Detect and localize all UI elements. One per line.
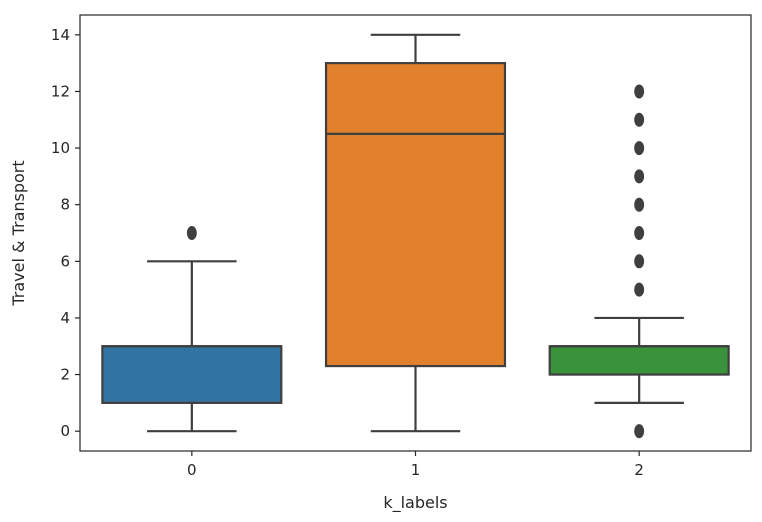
outlier-point <box>634 141 645 156</box>
y-tick-label: 12 <box>51 82 70 100</box>
box-group-0 <box>101 226 283 433</box>
x-tick-label: 1 <box>411 461 421 479</box>
boxes-layer <box>101 33 730 439</box>
box-iqr <box>548 345 730 376</box>
x-axis-label: k_labels <box>383 493 447 513</box>
outlier-point <box>634 282 645 297</box>
y-axis: 0 2 4 6 8 10 12 14 <box>51 26 80 440</box>
y-tick-label: 8 <box>60 196 70 214</box>
box-iqr <box>324 62 507 368</box>
box-iqr <box>101 345 283 404</box>
outlier-point <box>634 169 645 184</box>
y-tick-label: 14 <box>51 26 70 44</box>
y-tick-label: 4 <box>60 309 70 327</box>
x-axis: 0 1 2 <box>187 451 644 479</box>
y-tick-label: 10 <box>51 139 70 157</box>
y-axis-label: Travel & Transport <box>9 160 28 306</box>
outlier-point <box>634 254 645 269</box>
y-tick-label: 0 <box>60 422 70 440</box>
outlier-point <box>634 197 645 212</box>
outlier-point <box>634 226 645 240</box>
x-tick-label: 2 <box>634 461 644 479</box>
outlier-point <box>634 84 645 99</box>
x-tick-label: 0 <box>187 461 197 479</box>
outlier-point <box>186 226 197 240</box>
box-group-2 <box>548 84 730 439</box>
outlier-point <box>634 112 645 127</box>
y-tick-label: 2 <box>60 366 70 384</box>
y-tick-label: 6 <box>60 252 70 270</box>
box-group-1 <box>324 33 507 433</box>
outlier-point <box>634 424 645 439</box>
